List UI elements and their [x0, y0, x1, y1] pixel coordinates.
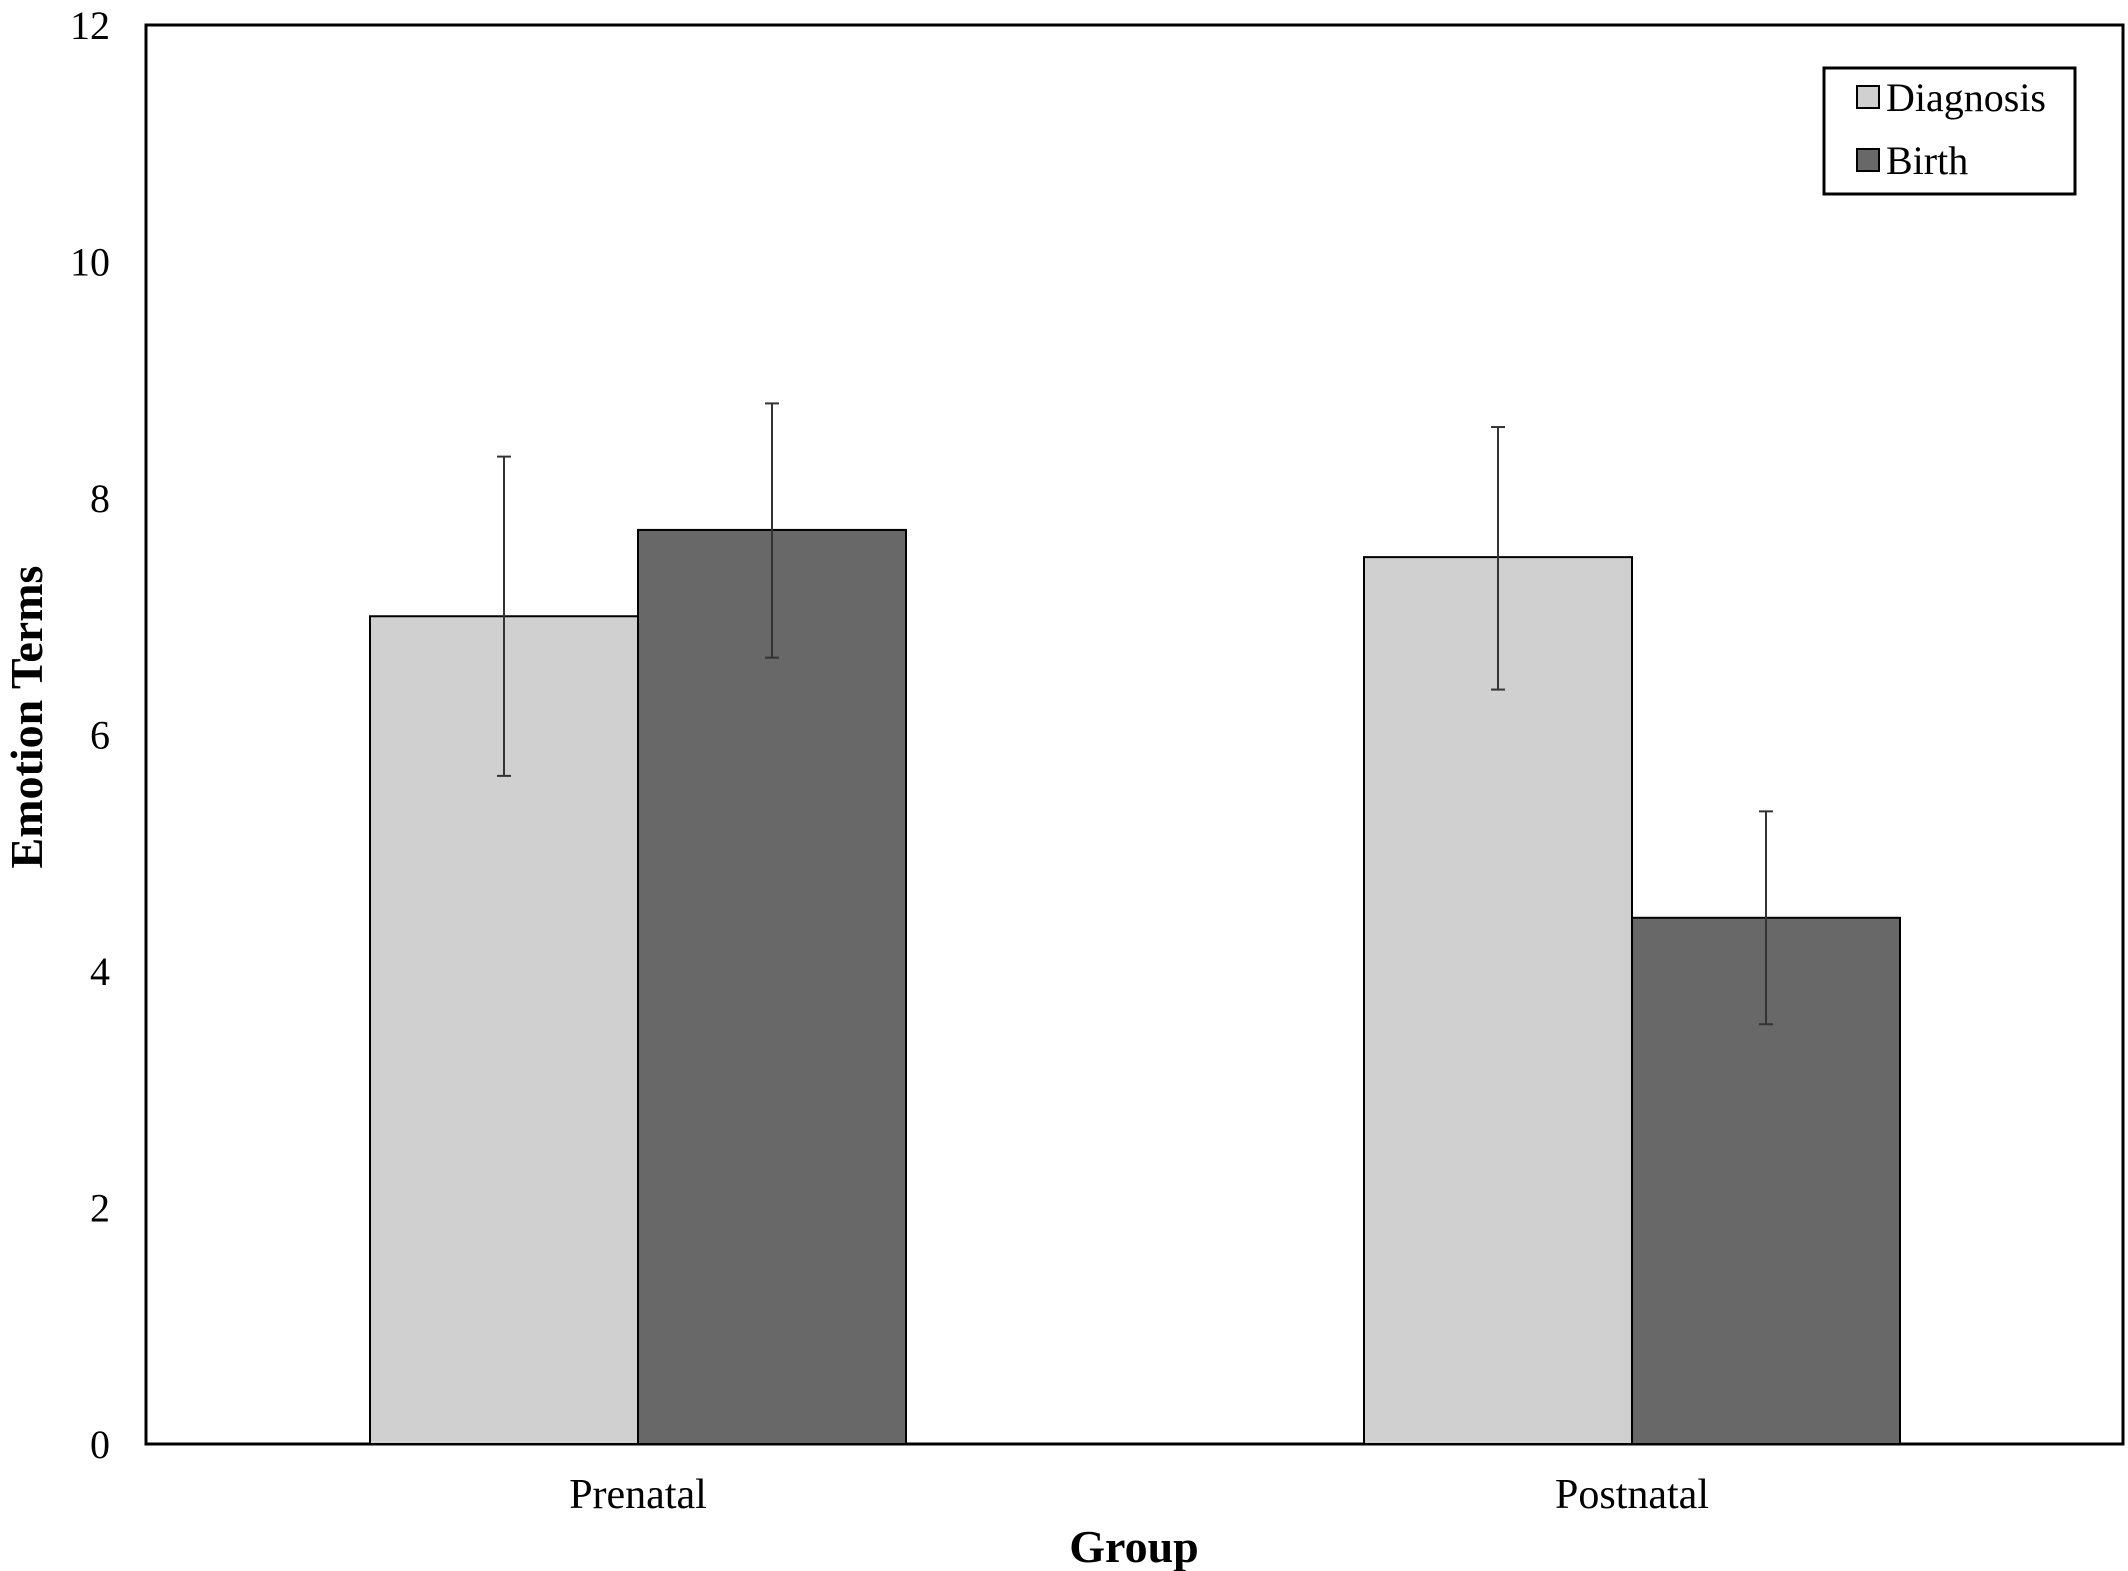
x-axis-categories: Prenatal Postnatal	[569, 1472, 1709, 1518]
y-tick-label: 2	[90, 1186, 110, 1231]
y-tick-label: 0	[90, 1422, 110, 1467]
legend: Diagnosis Birth	[1822, 66, 2077, 196]
x-category-label: Postnatal	[1555, 1472, 1709, 1518]
y-axis-title: Emotion Terms	[1, 566, 52, 869]
y-tick-label: 10	[70, 240, 110, 285]
legend-swatch-diagnosis	[1856, 85, 1880, 109]
x-category-label: Prenatal	[569, 1472, 707, 1518]
y-tick-label: 4	[90, 949, 110, 994]
legend-label-birth: Birth	[1886, 138, 1968, 183]
legend-label-diagnosis: Diagnosis	[1886, 75, 2046, 120]
y-axis-ticks: 0 2 4 6 8 10 12	[70, 3, 110, 1467]
legend-swatch-birth	[1856, 148, 1880, 172]
bar-birth-prenatal	[637, 528, 907, 1445]
y-tick-label: 6	[90, 713, 110, 758]
y-tick-label: 12	[70, 3, 110, 48]
error-bars	[497, 402, 1773, 1026]
x-axis-title: Group	[1069, 1521, 1199, 1571]
y-tick-label: 8	[90, 476, 110, 521]
